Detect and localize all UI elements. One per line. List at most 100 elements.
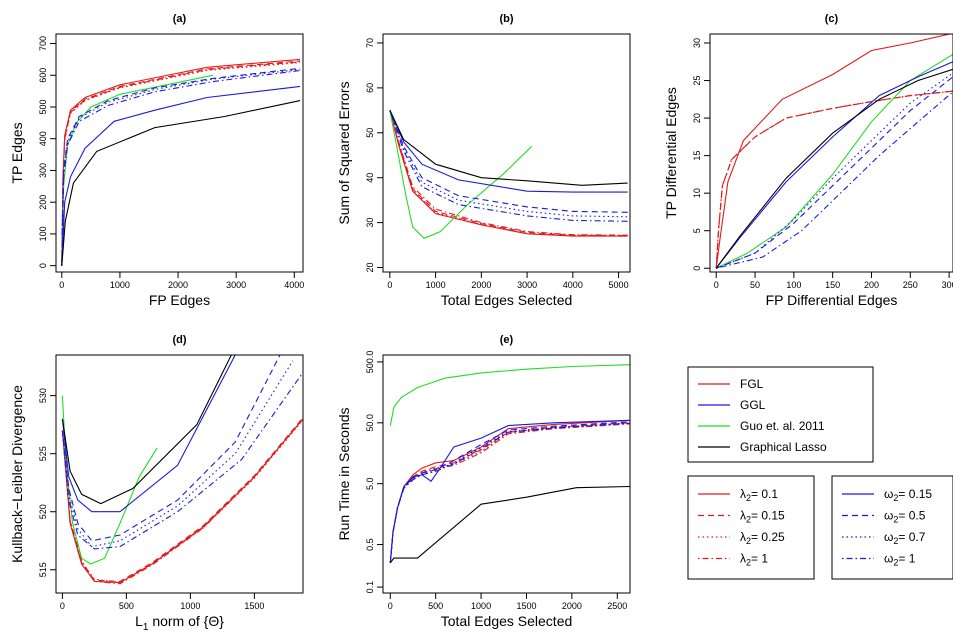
x-axis-label: FP Edges bbox=[149, 292, 210, 308]
series-line-1 bbox=[389, 110, 628, 237]
y-axis-label: TP Edges bbox=[9, 122, 25, 183]
legend-label: λ2= 1 bbox=[740, 552, 768, 568]
x-tick-label: 1000 bbox=[426, 280, 446, 290]
panel-d: 0 500 1000 1500 515 520 525 530 (d) L1 norm of {Θ… bbox=[9, 334, 304, 633]
y-axis-label: Kullback−Leibler Divergence bbox=[9, 385, 25, 563]
x-tick-label: 1500 bbox=[244, 601, 264, 611]
series-line-1 bbox=[61, 417, 303, 582]
y-tick-label: 30 bbox=[365, 218, 375, 228]
series-line-1 bbox=[389, 422, 630, 563]
series-line-3 bbox=[389, 423, 630, 563]
series-line-0 bbox=[715, 34, 952, 269]
legend-label: λ2= 0.1 bbox=[740, 487, 778, 503]
y-tick-label: 0 bbox=[692, 266, 702, 271]
legend-label: ω2= 0.7 bbox=[884, 530, 926, 546]
y-tick-label: 50.0 bbox=[365, 414, 375, 432]
series-group bbox=[389, 110, 628, 239]
legend-label: λ2= 0.25 bbox=[740, 530, 785, 546]
panel-c: 0 50 100 150 200 250 300 0 5 10 15 20 25 30 (c) FP Diff… bbox=[663, 13, 953, 308]
series-line-6 bbox=[61, 67, 301, 266]
y-tick-label: 70 bbox=[365, 38, 375, 48]
y-tick-label: 300 bbox=[38, 163, 48, 178]
legend-label: FGL bbox=[740, 377, 764, 391]
x-tick-label: 0 bbox=[388, 601, 393, 611]
x-axis-label: L1 norm of {Θ} bbox=[135, 613, 224, 633]
series-line-6 bbox=[61, 355, 281, 542]
x-tick-label: 2000 bbox=[471, 280, 491, 290]
legend-label: Graphical Lasso bbox=[740, 440, 827, 454]
series-line-2 bbox=[389, 110, 628, 237]
series-line-2 bbox=[715, 90, 953, 269]
y-tick-label: 30 bbox=[692, 38, 702, 48]
series-line-5 bbox=[389, 419, 630, 563]
y-tick-label: 400 bbox=[38, 131, 48, 146]
series-line-0 bbox=[389, 419, 630, 563]
plot-frame bbox=[382, 354, 631, 594]
plot-frame bbox=[55, 33, 304, 273]
x-tick-label: 250 bbox=[903, 280, 918, 290]
panel-title: (d) bbox=[172, 334, 186, 346]
x-tick-label: 3000 bbox=[226, 280, 246, 290]
y-axis-label: Run Time in Seconds bbox=[336, 407, 352, 540]
series-line-4 bbox=[389, 110, 533, 239]
series-line-4 bbox=[61, 74, 214, 266]
y-tick-label: 20 bbox=[692, 113, 702, 123]
y-tick-label: 0.5 bbox=[365, 538, 375, 551]
plot-frame bbox=[382, 33, 631, 273]
x-axis-label: FP Differential Edges bbox=[766, 292, 898, 308]
y-tick-label: 700 bbox=[38, 36, 48, 51]
x-tick-label: 2500 bbox=[607, 601, 627, 611]
y-axis-label: Sum of Squared Errors bbox=[336, 81, 352, 224]
series-line-5 bbox=[389, 110, 628, 193]
series-line-1 bbox=[715, 90, 953, 269]
series-line-9 bbox=[389, 485, 630, 564]
legend-frame bbox=[687, 475, 815, 580]
series-line-7 bbox=[61, 360, 294, 548]
series-line-2 bbox=[61, 419, 303, 584]
series-line-0 bbox=[389, 110, 628, 237]
y-tick-label: 20 bbox=[365, 263, 375, 273]
legend-frame bbox=[687, 366, 874, 463]
x-tick-label: 2000 bbox=[168, 280, 188, 290]
y-axis-label: TP Differential Edges bbox=[663, 87, 679, 219]
x-tick-label: 2000 bbox=[562, 601, 582, 611]
x-tick-label: 0 bbox=[387, 280, 392, 290]
series-group bbox=[61, 58, 301, 266]
series-line-3 bbox=[715, 90, 953, 269]
x-tick-label: 0 bbox=[59, 280, 64, 290]
legend-label: Guo et. al. 2011 bbox=[740, 419, 825, 433]
x-tick-label: 200 bbox=[864, 280, 879, 290]
y-tick-label: 25 bbox=[692, 76, 702, 86]
legend-label: ω2= 1 bbox=[884, 552, 916, 568]
y-tick-label: 0.1 bbox=[365, 581, 375, 594]
series-line-8 bbox=[389, 110, 628, 222]
x-tick-label: 0 bbox=[714, 280, 719, 290]
plot-frame bbox=[709, 33, 953, 273]
y-tick-label: 530 bbox=[38, 388, 48, 403]
x-tick-label: 300 bbox=[942, 280, 953, 290]
legend-omega: ω2= 0.15 ω2= 0.5 ω2= 0.7 ω2= 1 bbox=[831, 475, 953, 580]
x-axis-label: Total Edges Selected bbox=[441, 613, 573, 629]
panel-e: 0 500 1000 1500 2000 2500 0.1 0.5 5.0 50.0 500.0 (e… bbox=[336, 334, 631, 629]
x-tick-label: 1000 bbox=[180, 601, 200, 611]
series-line-3 bbox=[61, 418, 303, 585]
series-group bbox=[389, 364, 630, 564]
y-tick-label: 100 bbox=[38, 226, 48, 241]
x-tick-label: 150 bbox=[825, 280, 840, 290]
series-line-7 bbox=[389, 422, 630, 563]
y-tick-label: 15 bbox=[692, 151, 702, 161]
series-line-1 bbox=[61, 60, 301, 266]
series-line-8 bbox=[389, 422, 630, 563]
legend-methods: FGL GGL Guo et. al. 2011 Graphical Lasso bbox=[687, 366, 874, 463]
x-tick-label: 4000 bbox=[563, 280, 583, 290]
series-line-5 bbox=[715, 61, 953, 269]
series-line-9 bbox=[389, 110, 628, 186]
series-line-9 bbox=[61, 100, 301, 266]
y-tick-label: 50 bbox=[365, 128, 375, 138]
series-line-9 bbox=[715, 68, 953, 269]
y-tick-label: 500.0 bbox=[365, 351, 375, 374]
x-tick-label: 0 bbox=[60, 601, 65, 611]
y-tick-label: 0 bbox=[38, 263, 48, 268]
series-line-6 bbox=[389, 110, 628, 213]
